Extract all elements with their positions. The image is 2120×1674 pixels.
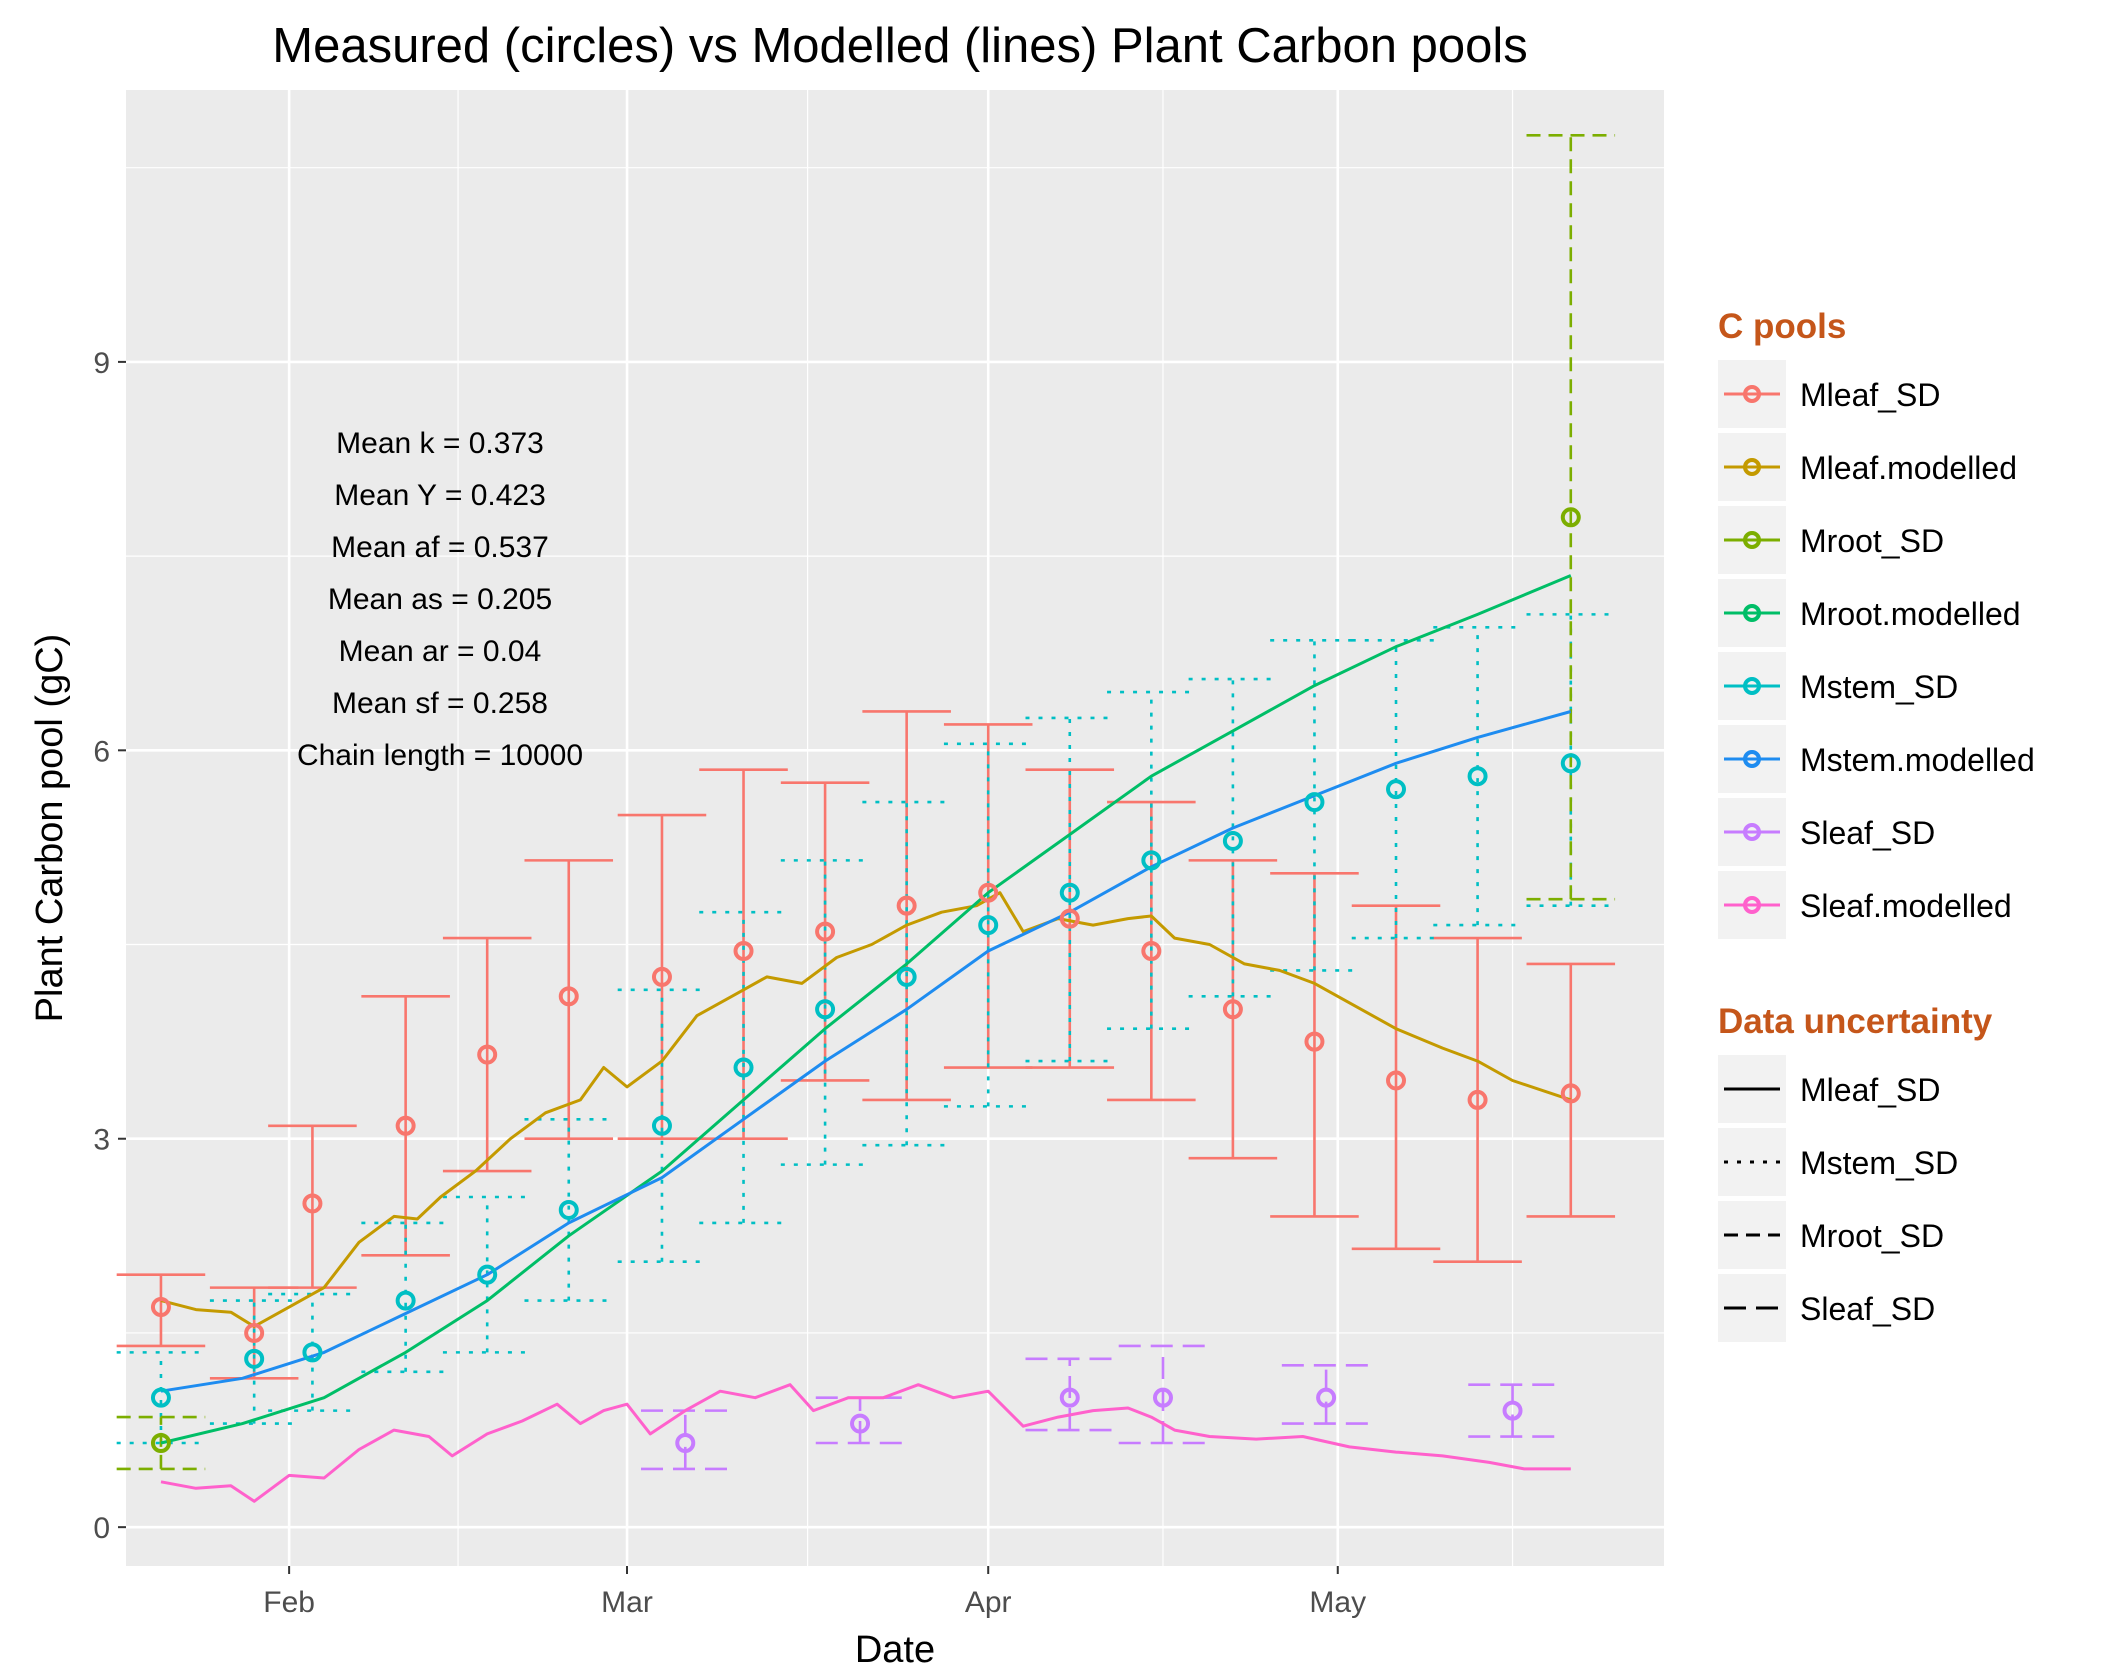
annotation-line: Mean Y = 0.423 [334,479,546,512]
x-tick-label: Mar [601,1586,653,1619]
data-point-Mstem_SD [477,1264,498,1285]
legend-label: Mstem_SD [1800,1145,1958,1181]
data-point-Mstem_SD [395,1290,416,1311]
legend-label: Mstem.modelled [1800,742,2035,778]
data-point-Mstem_SD [302,1342,323,1363]
data-point-Mstem_SD [733,1057,754,1078]
annotation-line: Mean sf = 0.258 [332,687,548,720]
data-point-Mstem_SD [1560,753,1581,774]
data-point-Mstem_SD [1467,766,1488,787]
legend-label: Mroot_SD [1800,523,1944,559]
annotation-line: Mean ar = 0.04 [339,635,542,668]
data-point-Mstem_SD [651,1115,672,1136]
y-tick-label: 0 [93,1512,110,1545]
legend-label: Mleaf.modelled [1800,450,2017,486]
data-point-Mstem_SD [558,1199,579,1220]
legend-data-uncertainty: Data uncertainty Mleaf_SD Mstem_SD Mroot_SD… [1718,1002,1993,1342]
legend-label: Mstem_SD [1800,669,1958,705]
x-tick-label: Feb [263,1586,315,1619]
data-point-Mleaf_SD [1386,1070,1407,1091]
data-point-Mleaf_SD [1467,1089,1488,1110]
legend-label: Mroot_SD [1800,1218,1944,1254]
measured-points [150,507,1581,1453]
legend-label: Mleaf_SD [1800,1072,1941,1108]
data-point-Sleaf_SD [1502,1400,1523,1421]
data-point-Mstem_SD [244,1348,265,1369]
x-tick-label: May [1309,1586,1366,1619]
legend-key-point [1743,604,1761,622]
data-point-Mstem_SD [1141,850,1162,871]
data-point-Mleaf_SD [733,941,754,961]
data-point-Mleaf_SD [395,1115,416,1136]
data-point-Sleaf_SD [1059,1387,1080,1408]
modelled-lines [160,574,1572,1503]
legend-label: Sleaf_SD [1800,1291,1935,1327]
y-axis-ticks: 0 3 6 9 [93,347,126,1545]
data-point-Mleaf_SD [302,1193,323,1214]
annotation-line: Mean as = 0.205 [328,583,552,616]
y-axis-title: Plant Carbon pool (gC) [29,634,71,1023]
legend-key-point [1743,823,1761,841]
annotation-line: Mean af = 0.537 [331,531,549,564]
data-point-Mstem_SD [815,999,836,1020]
legend-title: C pools [1718,307,1846,346]
legend-key-point [1743,896,1761,914]
series-line-Sleaf.modelled [160,1383,1571,1503]
data-point-Mstem_SD [978,915,999,936]
data-point-Mroot_SD [1560,507,1581,528]
data-point-Sleaf_SD [1152,1387,1173,1408]
data-point-Mleaf_SD [150,1297,171,1318]
legend-label: Sleaf_SD [1800,815,1935,851]
y-tick-label: 9 [93,347,110,380]
legend-key-point [1743,385,1761,403]
gridlines [126,90,1664,1566]
data-point-Mstem_SD [1304,792,1325,813]
data-point-Sleaf_SD [850,1413,871,1434]
legend-label: Sleaf.modelled [1800,888,2012,924]
x-tick-label: Apr [965,1586,1012,1619]
legend-key-point [1743,677,1761,695]
data-point-Mstem_SD [896,966,917,987]
legend-key-point [1743,458,1761,476]
data-point-Mstem_SD [1222,830,1243,851]
data-point-Mleaf_SD [1222,999,1243,1020]
y-tick-label: 6 [93,735,110,768]
data-point-Mleaf_SD [896,895,917,916]
data-point-Mleaf_SD [978,882,999,903]
y-tick-label: 3 [93,1124,110,1157]
legend-c-pools: C pools Mleaf_SD Mleaf.modelled Mroot_SD Mro… [1718,307,2035,939]
data-point-Mroot_SD [150,1433,171,1453]
annotation-block: Mean k = 0.373 Mean Y = 0.423 Mean af = 0.… [297,427,583,772]
data-point-Mstem_SD [150,1387,171,1408]
chart-title: Measured (circles) vs Modelled (lines) P… [272,19,1527,73]
data-point-Mleaf_SD [477,1044,498,1065]
data-point-Mleaf_SD [244,1322,265,1343]
data-point-Mstem_SD [1386,779,1407,800]
data-point-Mleaf_SD [1059,908,1080,929]
legend-label: Mleaf_SD [1800,377,1941,413]
data-point-Mstem_SD [1059,882,1080,903]
data-point-Mleaf_SD [651,966,672,987]
annotation-line: Chain length = 10000 [297,739,583,772]
data-point-Sleaf_SD [1316,1387,1337,1408]
data-point-Mleaf_SD [1560,1083,1581,1104]
data-point-Mleaf_SD [1304,1031,1325,1052]
error-bars [116,134,1616,1471]
data-point-Mleaf_SD [1141,941,1162,961]
data-point-Sleaf_SD [675,1433,696,1453]
data-point-Mleaf_SD [815,921,836,942]
legend-key-point [1743,750,1761,768]
legend-key-point [1743,531,1761,549]
series-line-Mroot.modelled [160,574,1572,1445]
data-point-Mleaf_SD [558,986,579,1007]
annotation-line: Mean k = 0.373 [336,427,544,460]
x-axis-ticks: Feb Mar Apr May [263,1566,1366,1619]
series-line-Mstem.modelled [160,710,1572,1393]
legend-title: Data uncertainty [1718,1002,1993,1041]
legend-label: Mroot.modelled [1800,596,2021,632]
x-axis-title: Date [855,1629,935,1671]
plot-panel [126,90,1664,1566]
series-line-Mleaf.modelled [160,891,1572,1328]
